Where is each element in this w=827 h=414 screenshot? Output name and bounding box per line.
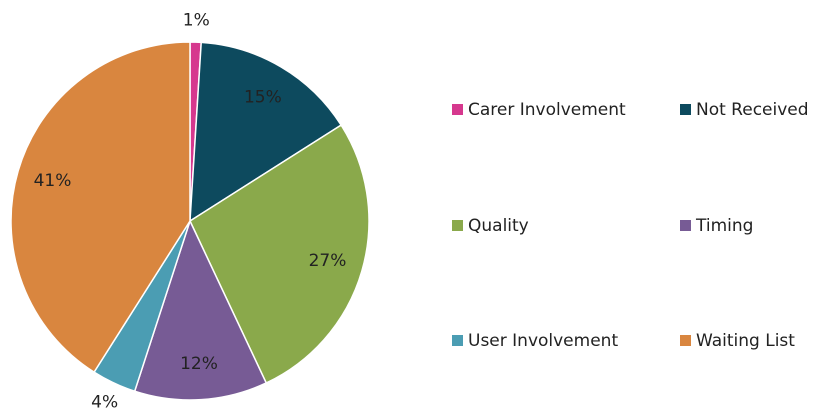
- legend-swatch: [452, 335, 463, 346]
- data-label: 41%: [34, 171, 72, 191]
- legend-label: Quality: [468, 216, 529, 236]
- data-label: 15%: [244, 88, 282, 108]
- legend-label: Waiting List: [696, 331, 795, 351]
- data-label: 4%: [91, 392, 118, 412]
- legend-label: User Involvement: [468, 331, 618, 351]
- legend-swatch: [452, 104, 463, 115]
- legend-swatch: [452, 220, 463, 231]
- data-label: 27%: [309, 251, 347, 271]
- pie-slice: [189, 124, 370, 384]
- legend-swatch: [680, 220, 691, 231]
- data-label: 12%: [180, 354, 218, 374]
- legend-swatch: [680, 104, 691, 115]
- legend-label: Carer Involvement: [468, 100, 626, 120]
- data-label: 1%: [183, 11, 210, 31]
- legend-label: Timing: [695, 216, 753, 236]
- legend-label: Not Received: [696, 100, 809, 120]
- pie-slice: [133, 218, 268, 401]
- pie-slice: [10, 41, 191, 374]
- pie-slice: [189, 41, 343, 223]
- legend-swatch: [680, 335, 691, 346]
